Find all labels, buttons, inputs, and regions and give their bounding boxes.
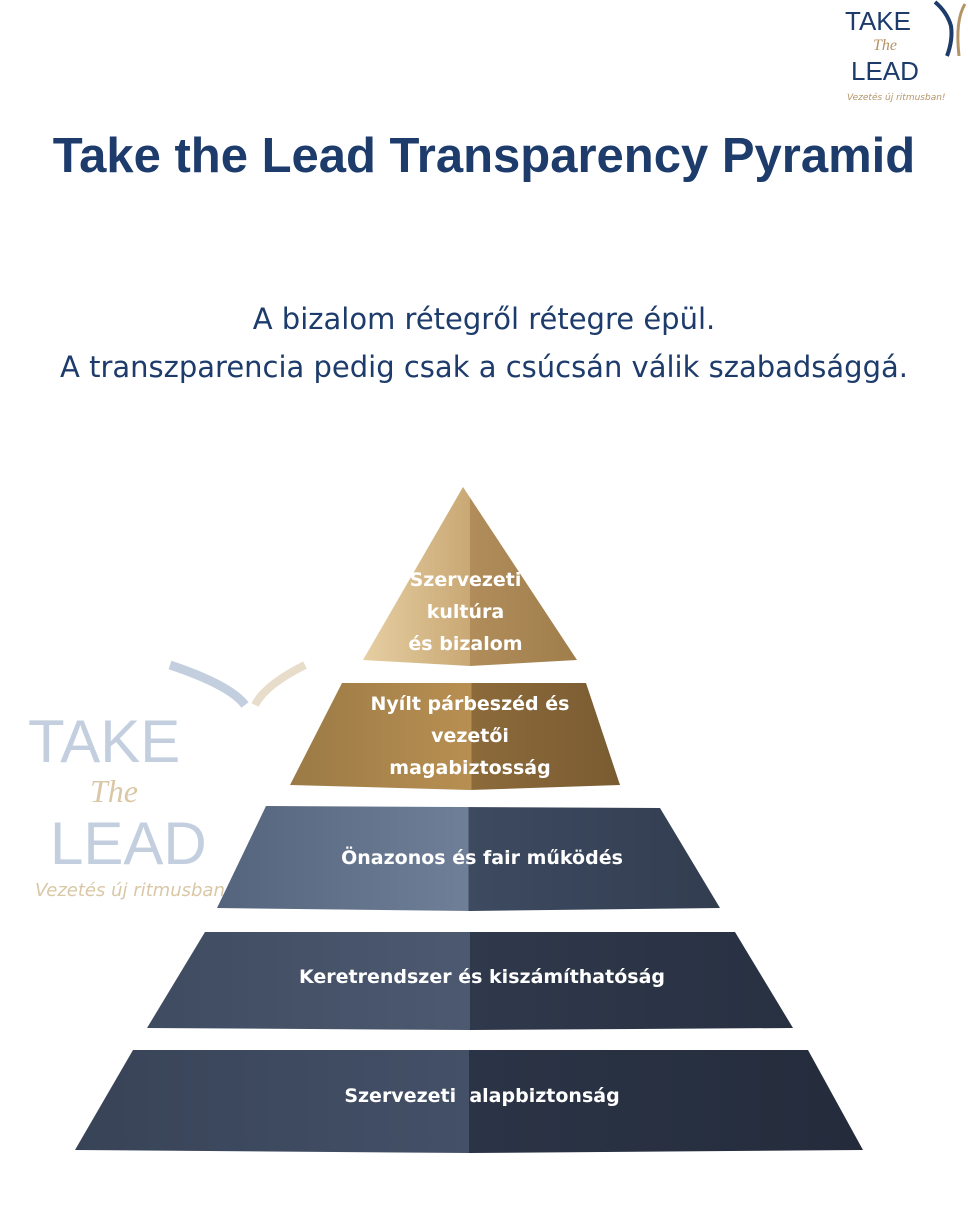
- logo-the: The: [873, 37, 897, 54]
- label-line: és bizalom: [408, 633, 523, 655]
- label-line: Nyílt párbeszéd és: [370, 693, 570, 715]
- pyramid-level-4-shape: [147, 932, 793, 1030]
- pyramid-level-1-label: Szervezeti kultúra és bizalom: [363, 564, 568, 660]
- label-line: Önazonos és fair működés: [341, 847, 623, 869]
- watermark-logo: TAKE The LEAD Vezetés új ritmusban!: [28, 660, 307, 901]
- label-line: Szervezeti: [409, 569, 522, 591]
- subtitle-line-1: A bizalom rétegről rétegre épül.: [252, 302, 716, 336]
- subtitle-line-2: A transzparencia pedig csak a csúcsán vá…: [60, 350, 908, 384]
- pyramid-level-4-label: Keretrendszer és kiszámíthatóság: [182, 961, 782, 993]
- logo-take: TAKE: [845, 6, 911, 36]
- page-title: Take the Lead Transparency Pyramid: [52, 129, 916, 183]
- pyramid-level-2-shape: [290, 683, 620, 790]
- pyramid-level-3-label: Önazonos és fair működés: [282, 842, 682, 874]
- pyramid-level-5-label: Szervezeti alapbiztonság: [182, 1080, 782, 1112]
- logo-tagline: Vezetés új ritmusban!: [847, 92, 946, 103]
- watermark-the: The: [90, 773, 138, 809]
- watermark-take: TAKE: [28, 708, 180, 775]
- watermark-tagline: Vezetés új ritmusban!: [35, 880, 232, 901]
- pyramid-level-5-shape: [75, 1050, 863, 1153]
- label-line: vezetői: [431, 725, 509, 747]
- pyramid-level-2-label: Nyílt párbeszéd és vezetői magabiztosság: [330, 688, 610, 784]
- pyramid-level-1-shape: [363, 487, 577, 666]
- label-line: Szervezeti alapbiztonság: [344, 1085, 620, 1107]
- pyramid-level-3-shape: [217, 806, 720, 911]
- brand-logo: TAKE The LEAD Vezetés új ritmusban!: [843, 0, 968, 110]
- label-line: magabiztosság: [389, 757, 551, 779]
- label-line: kultúra: [426, 601, 505, 623]
- logo-figures-icon: TAKE The LEAD Vezetés új ritmusban!: [845, 0, 967, 103]
- logo-lead: LEAD: [851, 56, 919, 86]
- label-line: Keretrendszer és kiszámíthatóság: [299, 966, 665, 988]
- watermark-lead: LEAD: [50, 810, 207, 877]
